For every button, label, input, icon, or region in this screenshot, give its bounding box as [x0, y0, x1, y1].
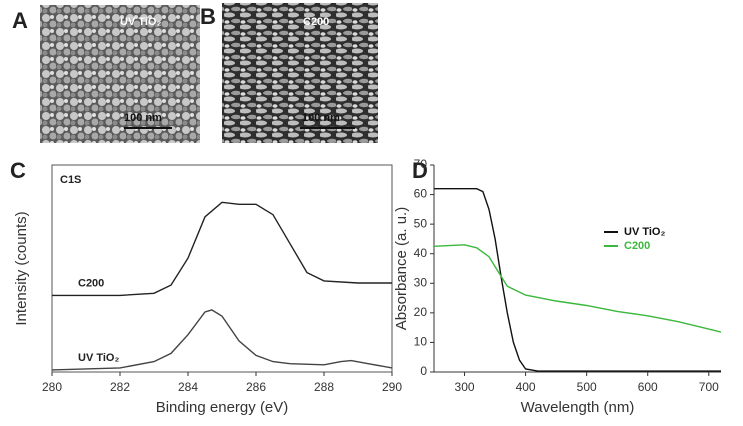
- panel-b: B C200 100 nm: [200, 3, 378, 143]
- x-tick-label: 284: [178, 380, 198, 394]
- panel-letter: B: [200, 4, 216, 29]
- y-tick-label: 20: [414, 305, 428, 319]
- x-tick-label: 300: [455, 380, 475, 394]
- x-tick-label: 286: [246, 380, 266, 394]
- x-axis-label: Wavelength (nm): [521, 399, 635, 416]
- x-tick-label: 290: [382, 380, 402, 394]
- series-line: [51, 309, 393, 371]
- image-label: UV TiO₂: [120, 16, 161, 28]
- y-tick-label: 60: [414, 187, 428, 201]
- series-label: C200: [78, 277, 104, 289]
- y-tick-label: 10: [414, 335, 428, 349]
- y-tick-label: 70: [414, 157, 428, 171]
- y-tick-label: 0: [420, 364, 427, 378]
- sem-image: [40, 5, 200, 143]
- series-line: [434, 188, 721, 372]
- sem-image: [222, 3, 378, 143]
- panel-letter: A: [12, 8, 28, 33]
- scale-label: 100 nm: [124, 112, 162, 124]
- panel-letter: D: [412, 158, 428, 183]
- y-axis-label: Absorbance (a. u.): [393, 207, 410, 330]
- y-axis-label: Intensity (counts): [13, 211, 30, 325]
- legend-label: C200: [624, 240, 650, 252]
- y-tick-label: 30: [414, 275, 428, 289]
- x-tick-label: 600: [638, 380, 658, 394]
- legend-label: UV TiO₂: [624, 226, 665, 238]
- x-tick-label: 288: [314, 380, 334, 394]
- panel-a: A UV TiO₂ 100 nm: [12, 5, 200, 143]
- x-tick-label: 280: [42, 380, 62, 394]
- scale-label: 100 nm: [302, 112, 340, 124]
- x-tick-label: 500: [577, 380, 597, 394]
- x-axis-label: Binding energy (eV): [156, 399, 289, 416]
- series-line: [52, 201, 392, 297]
- x-tick-label: 700: [699, 380, 719, 394]
- image-label: C200: [303, 16, 329, 28]
- annotation: C1S: [60, 174, 81, 186]
- x-tick-label: 282: [110, 380, 130, 394]
- y-tick-label: 40: [414, 246, 428, 260]
- x-tick-label: 400: [516, 380, 536, 394]
- panel-letter: C: [10, 158, 26, 183]
- plot-frame: [51, 164, 393, 373]
- y-tick-label: 50: [414, 216, 428, 230]
- series-line: [433, 244, 722, 333]
- series-label: UV TiO₂: [78, 352, 119, 364]
